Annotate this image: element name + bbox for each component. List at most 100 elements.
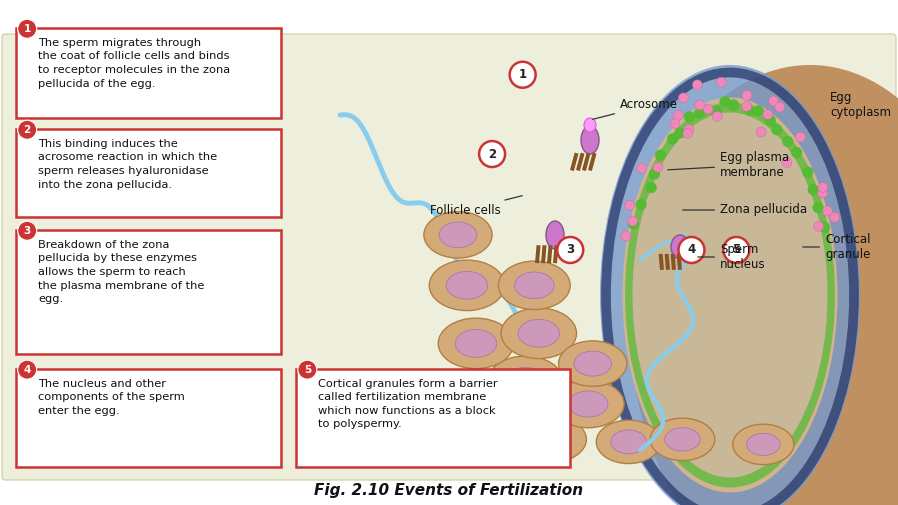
Circle shape (695, 100, 705, 110)
Bar (676, 254, 682, 270)
Circle shape (814, 221, 823, 231)
Text: 4: 4 (23, 365, 31, 375)
Ellipse shape (446, 271, 488, 299)
Circle shape (558, 237, 583, 263)
Bar (665, 254, 670, 270)
Circle shape (637, 163, 647, 173)
Bar (671, 254, 676, 270)
Ellipse shape (733, 424, 794, 465)
Circle shape (717, 77, 726, 87)
Circle shape (771, 124, 782, 135)
Bar (547, 245, 552, 263)
Circle shape (802, 167, 814, 178)
Bar (576, 153, 585, 171)
Text: Cortical granules form a barrier
called fertilization membrane
which now functio: Cortical granules form a barrier called … (318, 379, 498, 429)
Circle shape (762, 110, 773, 119)
Circle shape (625, 200, 635, 210)
Ellipse shape (552, 380, 624, 428)
Circle shape (674, 110, 683, 120)
Bar (541, 245, 547, 263)
Circle shape (655, 149, 666, 161)
FancyBboxPatch shape (16, 28, 281, 118)
Ellipse shape (439, 222, 477, 247)
Bar (588, 153, 596, 171)
Circle shape (480, 141, 505, 167)
Circle shape (724, 237, 749, 263)
Circle shape (813, 202, 823, 213)
Bar (570, 153, 578, 171)
Ellipse shape (438, 318, 514, 369)
Ellipse shape (505, 368, 546, 395)
Circle shape (298, 360, 317, 379)
Text: The sperm migrates through
the coat of follicle cells and binds
to receptor mole: The sperm migrates through the coat of f… (38, 38, 230, 88)
Circle shape (628, 219, 638, 229)
Ellipse shape (455, 330, 497, 358)
Circle shape (711, 106, 722, 117)
Circle shape (684, 111, 695, 122)
Circle shape (728, 99, 739, 111)
Text: 3: 3 (23, 226, 31, 236)
Circle shape (679, 237, 704, 263)
Circle shape (830, 212, 840, 222)
FancyBboxPatch shape (2, 34, 896, 480)
Text: Follicle cells: Follicle cells (430, 195, 523, 217)
Circle shape (621, 231, 631, 241)
Circle shape (703, 104, 713, 114)
Circle shape (679, 93, 689, 103)
Ellipse shape (584, 118, 596, 132)
Circle shape (667, 133, 678, 144)
Circle shape (682, 128, 692, 138)
Circle shape (653, 162, 663, 172)
Circle shape (818, 182, 828, 192)
Ellipse shape (501, 308, 577, 359)
Ellipse shape (622, 97, 838, 492)
Ellipse shape (518, 320, 559, 347)
Ellipse shape (533, 427, 571, 452)
Circle shape (744, 105, 756, 116)
Circle shape (756, 127, 766, 137)
Text: 2: 2 (488, 147, 497, 161)
Text: Cortical
granule: Cortical granule (803, 233, 870, 261)
Circle shape (742, 90, 752, 100)
Text: 1: 1 (518, 68, 527, 81)
Text: The nucleus and other
components of the sperm
enter the egg.: The nucleus and other components of the … (38, 379, 185, 416)
Circle shape (712, 111, 722, 121)
Circle shape (753, 105, 764, 116)
Ellipse shape (671, 235, 689, 259)
Circle shape (818, 188, 828, 198)
Circle shape (649, 169, 660, 180)
Circle shape (765, 115, 776, 126)
Ellipse shape (665, 428, 700, 451)
Circle shape (742, 102, 752, 112)
Ellipse shape (424, 212, 492, 258)
Circle shape (694, 108, 705, 119)
Ellipse shape (632, 113, 827, 478)
Circle shape (692, 80, 702, 90)
Circle shape (684, 125, 694, 134)
Ellipse shape (429, 260, 505, 311)
Ellipse shape (611, 430, 647, 454)
Circle shape (823, 206, 832, 216)
Circle shape (18, 360, 37, 379)
Ellipse shape (574, 351, 612, 376)
Ellipse shape (546, 221, 564, 249)
FancyBboxPatch shape (296, 369, 570, 467)
Ellipse shape (630, 65, 898, 505)
Text: 5: 5 (304, 365, 311, 375)
FancyBboxPatch shape (16, 230, 281, 354)
Circle shape (646, 182, 656, 193)
Ellipse shape (498, 261, 570, 310)
Text: Fig. 2.10 Events of Fertilization: Fig. 2.10 Events of Fertilization (314, 483, 584, 498)
Bar (553, 245, 559, 263)
Circle shape (796, 132, 806, 142)
Circle shape (674, 128, 685, 138)
Text: 5: 5 (732, 243, 741, 257)
Ellipse shape (650, 418, 715, 461)
Text: Egg plasma
membrane: Egg plasma membrane (668, 151, 789, 179)
Ellipse shape (625, 103, 835, 487)
Text: Acrosome: Acrosome (593, 98, 678, 119)
Circle shape (719, 96, 731, 107)
Ellipse shape (581, 126, 599, 154)
Circle shape (18, 19, 37, 38)
Text: 4: 4 (687, 243, 696, 257)
